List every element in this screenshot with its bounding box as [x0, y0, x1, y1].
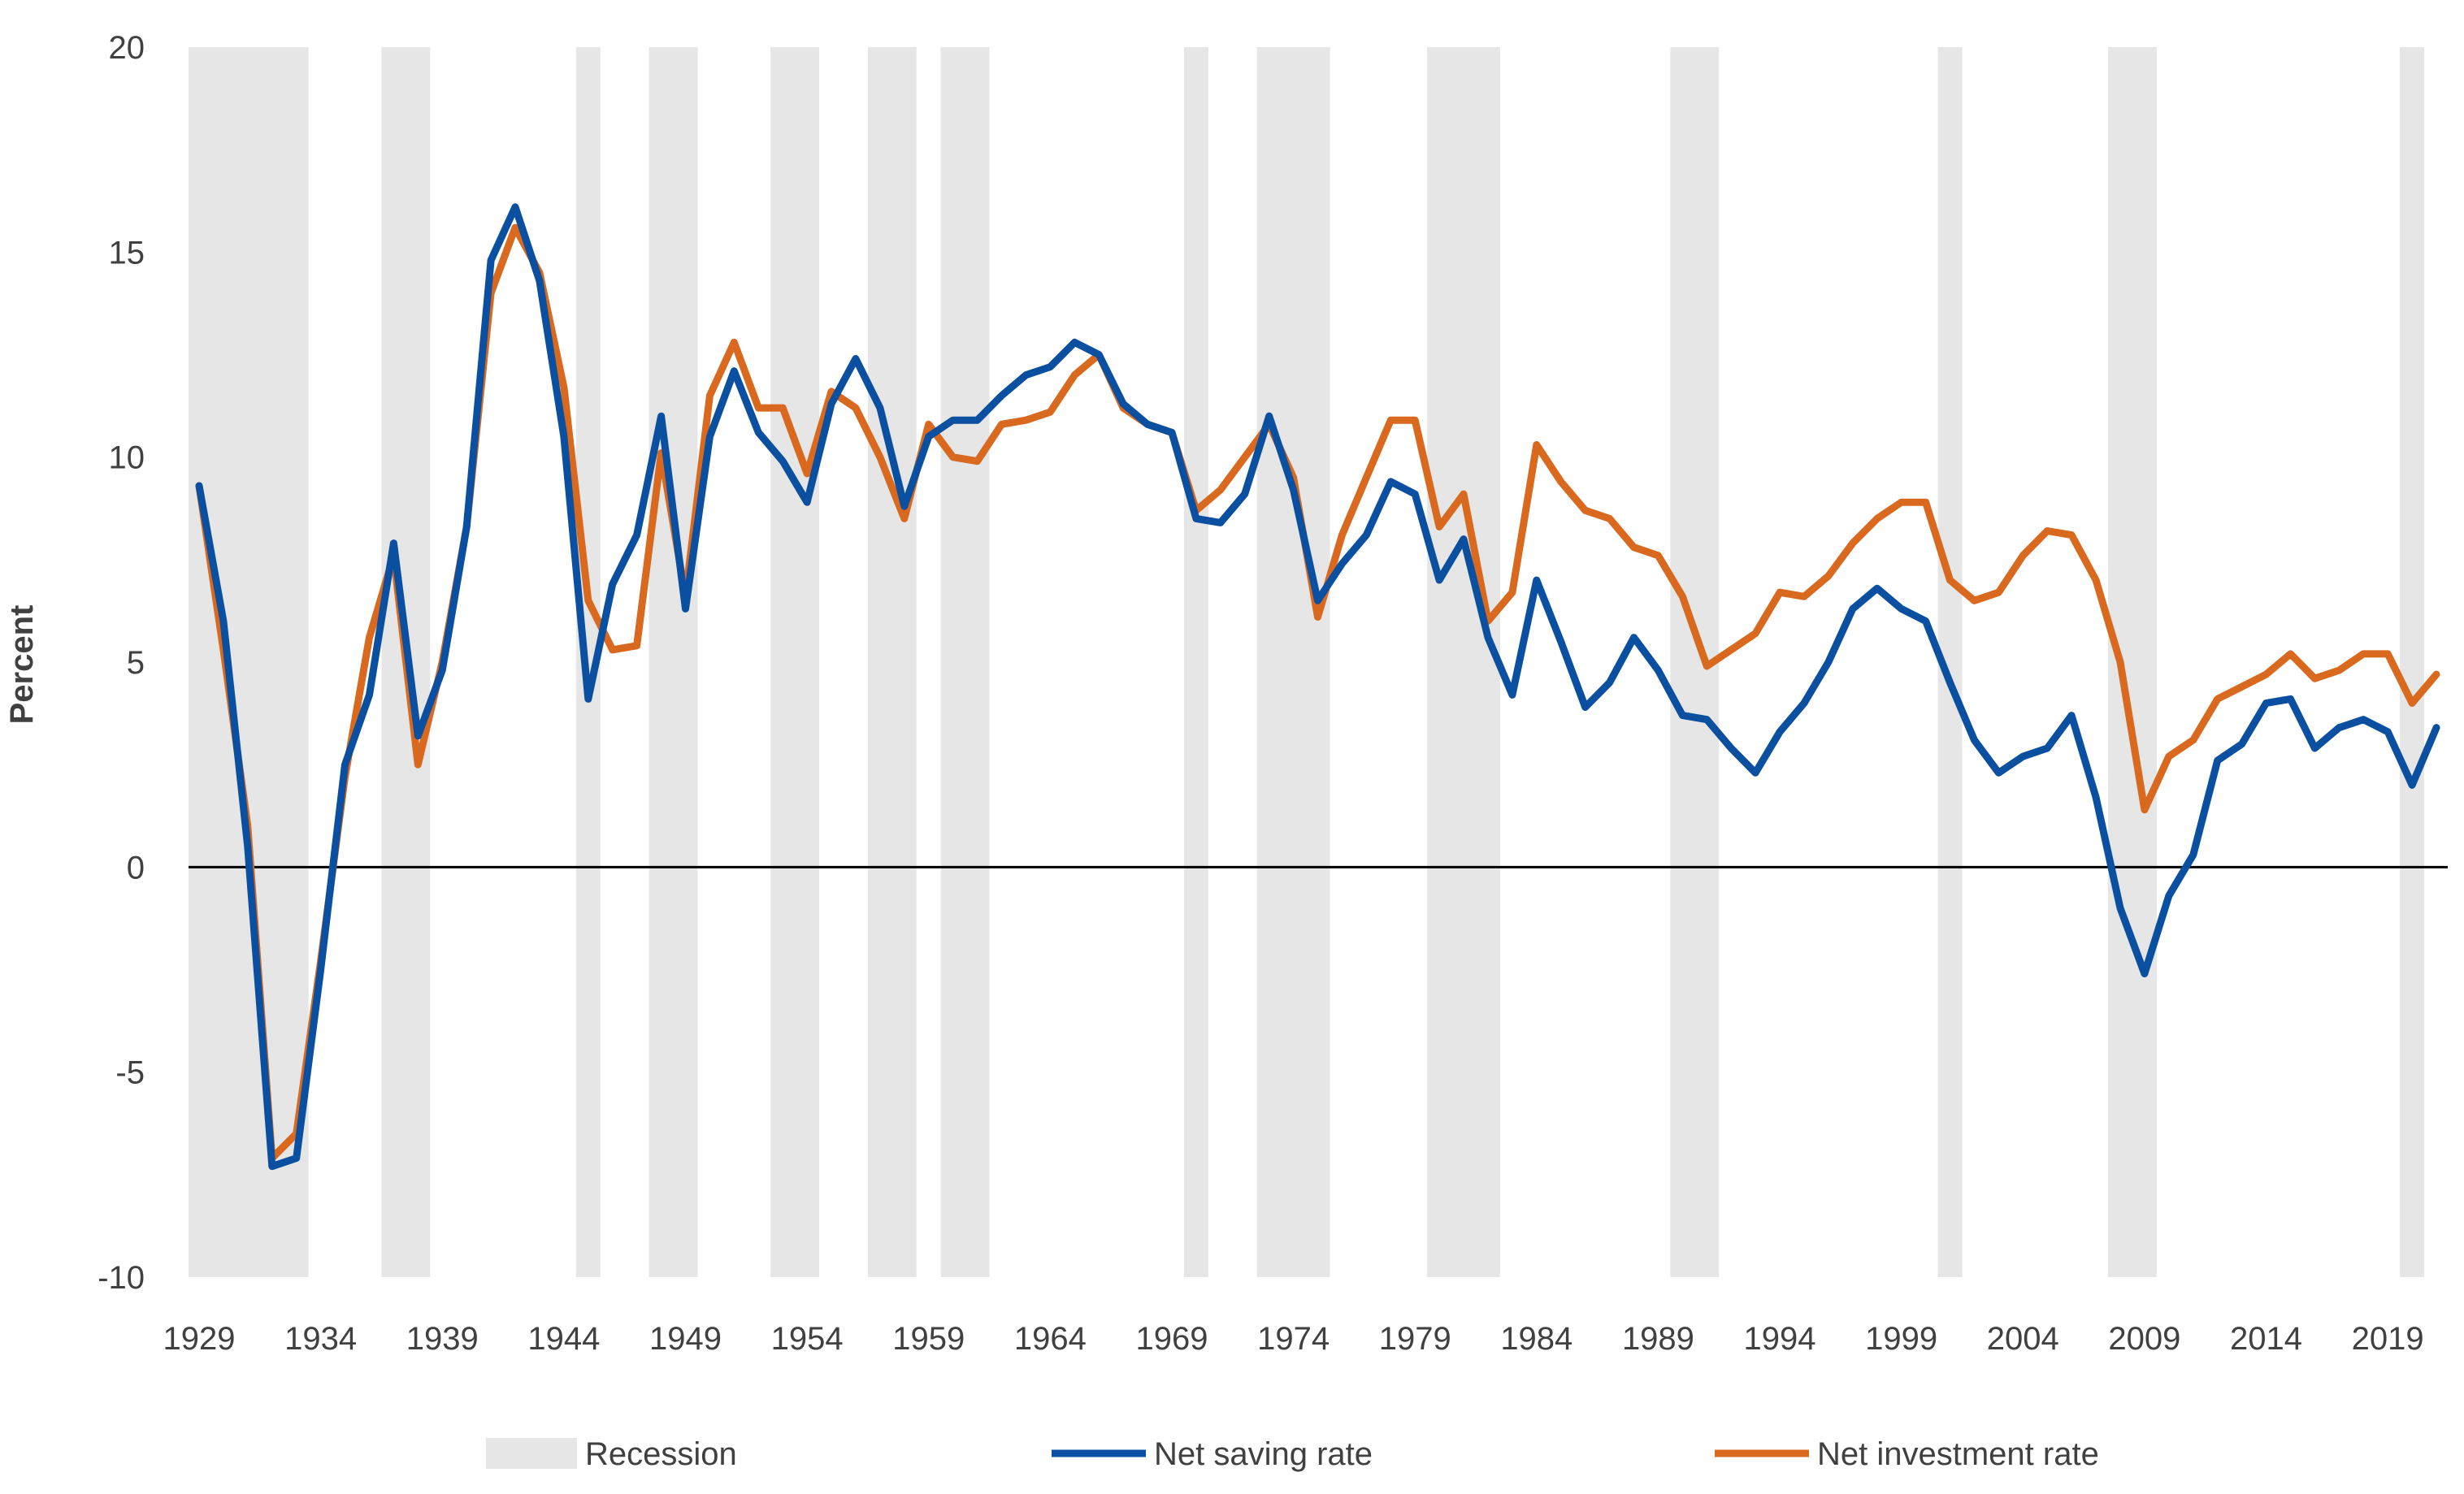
x-axis-tick-labels: 1929 1934 1939 1944 1949 1954 1959 1964 1969 1974…: [163, 1321, 2424, 1357]
x-tick-label: 1944: [527, 1321, 600, 1357]
y-tick-label: 20: [109, 30, 145, 66]
legend: Recession Net saving rate Net investment…: [486, 1436, 2099, 1472]
x-tick-label: 1939: [406, 1321, 479, 1357]
net-saving-rate-line: [195, 203, 2440, 1171]
x-tick-label: 1979: [1379, 1321, 1451, 1357]
x-tick-label: 2004: [1987, 1321, 2059, 1357]
legend-saving-label: Net saving rate: [1154, 1436, 1373, 1472]
x-tick-label: 1949: [649, 1321, 722, 1357]
series-lines: [195, 203, 2440, 1171]
y-tick-label: 5: [127, 645, 145, 681]
y-axis-tick-labels: -10 -5 0 5 10 15 20: [98, 30, 145, 1296]
x-tick-label: 1959: [892, 1321, 965, 1357]
x-tick-label: 1994: [1744, 1321, 1816, 1357]
y-tick-label: -10: [98, 1260, 145, 1296]
legend-recession-label: Recession: [585, 1436, 737, 1472]
recession-band: [649, 47, 698, 1277]
x-tick-label: 1954: [771, 1321, 844, 1357]
legend-recession-swatch: [486, 1438, 577, 1469]
recession-band: [770, 47, 820, 1277]
recession-band: [2400, 47, 2425, 1277]
x-tick-label: 1974: [1257, 1321, 1330, 1357]
x-tick-label: 1999: [1865, 1321, 1937, 1357]
x-tick-label: 1964: [1014, 1321, 1087, 1357]
y-tick-label: 15: [109, 235, 145, 271]
recession-band: [1183, 47, 1208, 1277]
y-tick-label: 10: [109, 440, 145, 476]
recession-band: [867, 47, 917, 1277]
x-tick-label: 1929: [163, 1321, 236, 1357]
x-tick-label: 1989: [1622, 1321, 1694, 1357]
x-tick-label: 2019: [2352, 1321, 2424, 1357]
recession-band: [2108, 47, 2157, 1277]
x-tick-label: 2009: [2108, 1321, 2180, 1357]
x-tick-label: 1969: [1135, 1321, 1208, 1357]
y-tick-label: 0: [127, 850, 145, 886]
recession-band: [940, 47, 990, 1277]
recession-band: [1256, 47, 1330, 1277]
legend-investment-label: Net investment rate: [1817, 1436, 2099, 1472]
x-tick-label: 1984: [1500, 1321, 1573, 1357]
x-tick-label: 2014: [2230, 1321, 2302, 1357]
y-axis-label: Percent: [4, 605, 40, 725]
recession-bands: [189, 47, 2425, 1277]
y-tick-label: -5: [115, 1055, 145, 1091]
net-investment-rate-line: [195, 223, 2440, 1163]
recession-band: [189, 47, 309, 1277]
x-tick-label: 1934: [284, 1321, 357, 1357]
recession-band: [1427, 47, 1500, 1277]
